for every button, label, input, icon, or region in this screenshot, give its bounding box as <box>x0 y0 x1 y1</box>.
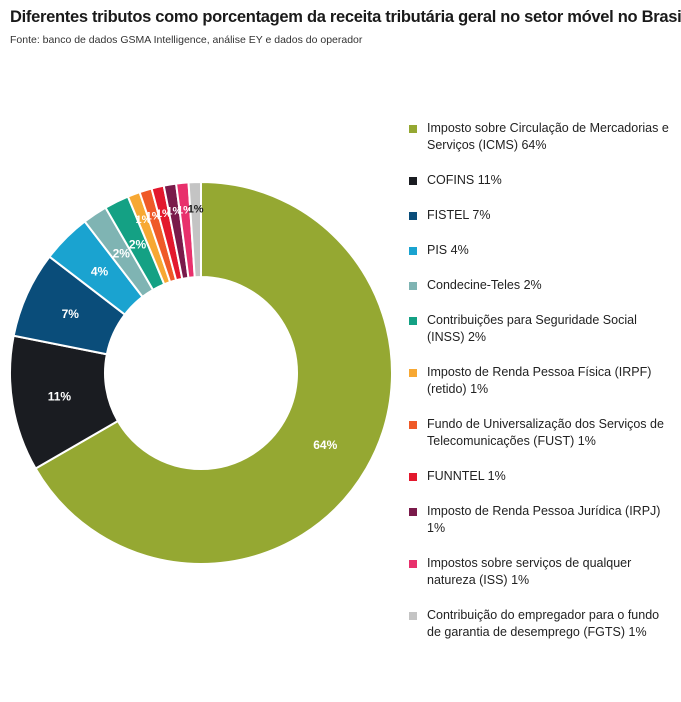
legend-label: FUNNTEL 1% <box>427 469 506 483</box>
legend-item-0: Imposto sobre Circulação de Mercadorias … <box>409 120 674 154</box>
donut-slice-0 <box>34 180 393 565</box>
legend-swatch <box>409 473 417 481</box>
slice-label-11: 1% <box>188 204 204 216</box>
legend-label: COFINS 11% <box>427 173 502 187</box>
legend-swatch <box>409 612 417 620</box>
legend-item-2: FISTEL 7% <box>409 207 674 224</box>
legend-item-9: Imposto de Renda Pessoa Jurídica (IRPJ) … <box>409 503 674 537</box>
legend-label: Fundo de Universalização dos Serviços de… <box>427 417 664 448</box>
legend-swatch <box>409 369 417 377</box>
legend-label: Imposto de Renda Pessoa Jurídica (IRPJ) … <box>427 504 661 535</box>
legend-swatch <box>409 212 417 220</box>
legend-item-4: Condecine-Teles 2% <box>409 277 674 294</box>
legend-item-5: Contribuições para Seguridade Social (IN… <box>409 312 674 346</box>
legend-swatch <box>409 421 417 429</box>
legend-swatch <box>409 125 417 133</box>
slice-label-1: 11% <box>48 389 72 403</box>
legend-label: Contribuição do empregador para o fundo … <box>427 608 660 639</box>
legend-swatch <box>409 247 417 255</box>
slice-label-5: 2% <box>129 237 147 251</box>
slice-label-10: 1% <box>177 204 193 216</box>
legend-item-3: PIS 4% <box>409 242 674 259</box>
legend-swatch <box>409 317 417 325</box>
slice-label-4: 2% <box>113 247 131 261</box>
legend-swatch <box>409 177 417 185</box>
legend-label: Imposto de Renda Pessoa Física (IRPF) (r… <box>427 365 652 396</box>
legend-label: Imposto sobre Circulação de Mercadorias … <box>427 121 669 152</box>
legend-item-11: Contribuição do empregador para o fundo … <box>409 607 674 641</box>
legend-item-10: Impostos sobre serviços de qualquer natu… <box>409 555 674 589</box>
chart-legend: Imposto sobre Circulação de Mercadorias … <box>409 120 674 659</box>
slice-label-0: 64% <box>313 438 337 452</box>
legend-label: Condecine-Teles 2% <box>427 278 542 292</box>
legend-label: Impostos sobre serviços de qualquer natu… <box>427 556 632 587</box>
donut-slice-11 <box>187 180 202 279</box>
slice-label-2: 7% <box>62 307 80 321</box>
legend-item-1: COFINS 11% <box>409 172 674 189</box>
legend-item-8: FUNNTEL 1% <box>409 468 674 485</box>
legend-swatch <box>409 508 417 516</box>
slice-label-3: 4% <box>91 265 109 279</box>
legend-label: PIS 4% <box>427 243 469 257</box>
legend-item-7: Fundo de Universalização dos Serviços de… <box>409 416 674 450</box>
legend-label: Contribuições para Seguridade Social (IN… <box>427 313 637 344</box>
legend-item-6: Imposto de Renda Pessoa Física (IRPF) (r… <box>409 364 674 398</box>
legend-swatch <box>409 560 417 568</box>
legend-swatch <box>409 282 417 290</box>
chart-title: Diferentes tributos como porcentagem da … <box>10 8 681 26</box>
chart-source: Fonte: banco de dados GSMA Intelligence,… <box>10 34 363 46</box>
legend-label: FISTEL 7% <box>427 208 491 222</box>
